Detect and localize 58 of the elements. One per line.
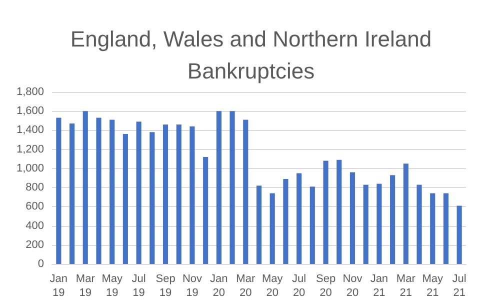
- bar: [323, 160, 328, 264]
- x-tick-label: Jul 20: [292, 273, 306, 299]
- bar: [150, 132, 155, 264]
- bar: [110, 120, 115, 264]
- bar: [243, 120, 248, 264]
- x-tick-label: Nov 19: [182, 273, 203, 299]
- bar: [376, 184, 382, 264]
- y-tick-label: 200: [26, 238, 44, 251]
- x-tick-label: Sep 19: [156, 273, 176, 299]
- y-tick-label: 1,200: [16, 143, 44, 156]
- bar: [136, 122, 142, 264]
- y-tick-label: 600: [26, 200, 44, 213]
- bar: [456, 206, 462, 264]
- x-tick-label: Jan 20: [210, 273, 228, 299]
- x-tick-label: Jan 21: [370, 273, 388, 299]
- bar: [403, 164, 408, 264]
- bar: [122, 134, 128, 264]
- bar: [336, 160, 342, 264]
- bar: [216, 111, 222, 264]
- bar: [176, 124, 182, 264]
- bar: [443, 193, 449, 264]
- y-tick-label: 400: [26, 220, 44, 232]
- bar: [203, 156, 208, 264]
- x-tick-label: Nov 20: [342, 273, 363, 299]
- bar: [82, 111, 88, 264]
- y-tick-label: 0: [38, 258, 44, 270]
- x-tick-label: Mar 19: [76, 273, 96, 299]
- bar: [283, 178, 288, 264]
- bar: [416, 184, 422, 264]
- bar: [56, 118, 62, 264]
- x-tick-label: Mar 21: [396, 273, 416, 299]
- x-tick-label: May 19: [102, 273, 123, 299]
- x-tick-label: Jul 19: [132, 273, 146, 299]
- bar: [296, 173, 302, 264]
- bar: [256, 186, 262, 264]
- bar: [390, 175, 396, 264]
- y-tick-label: 1,000: [16, 162, 44, 174]
- bar: [96, 118, 102, 264]
- y-tick-label: 1,600: [16, 105, 44, 118]
- x-tick-label: May 20: [262, 273, 284, 299]
- bar: [350, 172, 356, 264]
- bar: [190, 126, 195, 264]
- x-tick-label: Jan 19: [50, 273, 68, 299]
- x-tick-label: May 21: [422, 273, 444, 299]
- y-tick-label: 1,400: [16, 124, 44, 136]
- x-tick-label: Mar 20: [236, 273, 256, 299]
- bar: [430, 193, 436, 264]
- bar: [270, 193, 275, 264]
- bar: [69, 124, 75, 264]
- bar: [310, 186, 315, 264]
- x-tick-label: Jul 21: [452, 273, 466, 299]
- bar: [230, 111, 235, 264]
- bar: [363, 184, 368, 264]
- bar: [162, 124, 168, 264]
- x-tick-label: Sep 20: [316, 273, 336, 299]
- y-tick-label: 1,800: [16, 86, 44, 98]
- y-tick-label: 800: [26, 182, 44, 194]
- chart-title: England, Wales and Northern Ireland Bankruptcies: [70, 26, 432, 84]
